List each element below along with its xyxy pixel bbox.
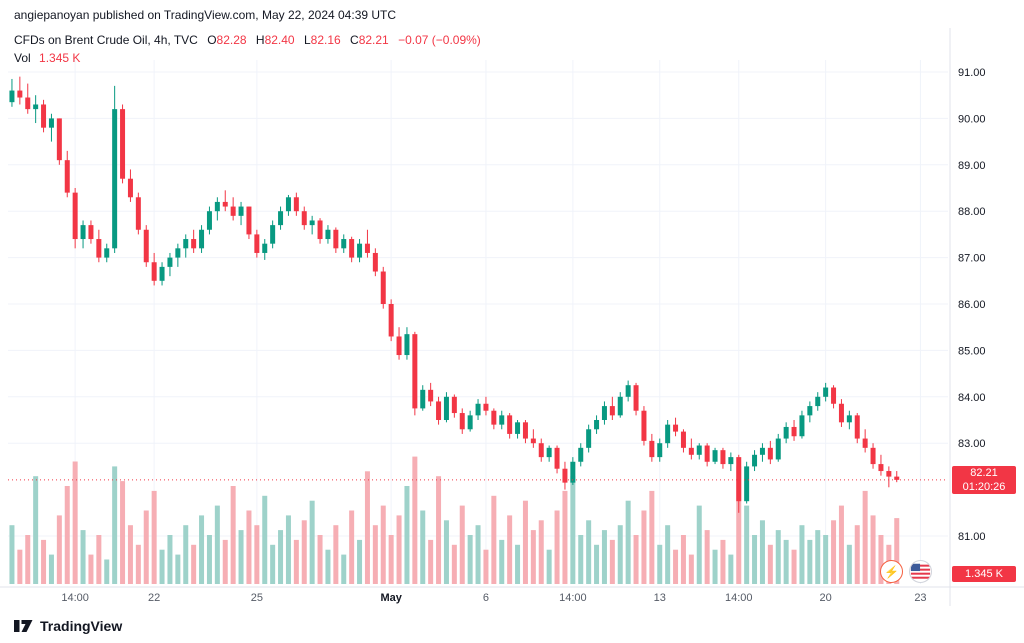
flag-button[interactable] [909,560,932,583]
svg-text:83.00: 83.00 [958,438,986,450]
close-label: C [350,33,359,47]
svg-text:90.00: 90.00 [958,113,986,125]
svg-text:88.00: 88.00 [958,206,986,218]
last-price-value: 82.21 [970,467,998,479]
volume-label: Vol [14,51,31,65]
svg-text:89.00: 89.00 [958,160,986,172]
low-label: L [303,33,311,47]
legend-row-volume: Vol 1.345 K [14,50,481,67]
svg-text:25: 25 [251,592,263,604]
svg-text:13: 13 [654,592,666,604]
high-label: H [255,33,265,47]
svg-text:81.00: 81.00 [958,531,986,543]
lightning-icon: ⚡ [884,564,899,579]
open-label: O [207,33,217,47]
svg-text:14:00: 14:00 [559,592,587,604]
symbol-title[interactable]: CFDs on Brent Crude Oil, 4h, TVC [14,33,198,47]
low-value: 82.16 [310,33,341,47]
last-price-badge[interactable]: 82.21 01:20:26 [952,466,1016,494]
bar-countdown: 01:20:26 [962,481,1006,493]
svg-text:6: 6 [483,592,489,604]
open-value: 82.28 [216,33,247,47]
change-value: −0.07 (−0.09%) [398,33,481,47]
legend-row-symbol: CFDs on Brent Crude Oil, 4h, TVC O82.28 … [14,32,481,49]
svg-text:87.00: 87.00 [958,253,986,265]
us-flag-icon [910,561,931,582]
svg-text:20: 20 [820,592,832,604]
svg-text:23: 23 [914,592,926,604]
volume-badge[interactable]: 1.345 K [952,566,1016,582]
chart-legend: CFDs on Brent Crude Oil, 4h, TVC O82.28 … [14,32,481,67]
svg-text:14:00: 14:00 [61,592,89,604]
footer-brand-text[interactable]: TradingView [40,618,123,634]
chart-action-buttons: ⚡ [880,560,932,583]
svg-text:84.00: 84.00 [958,392,986,404]
svg-text:91.00: 91.00 [958,67,986,79]
footer-bar: TradingView [0,609,1024,643]
tradingview-logo-icon[interactable] [14,618,33,634]
svg-text:22: 22 [148,592,160,604]
volume-value: 1.345 K [39,51,81,65]
svg-text:14:00: 14:00 [725,592,753,604]
boost-button[interactable]: ⚡ [880,560,903,583]
high-value: 82.40 [264,33,295,47]
attribution-text: angiepanoyan published on TradingView.co… [14,8,397,22]
svg-text:86.00: 86.00 [958,299,986,311]
svg-text:85.00: 85.00 [958,345,986,357]
close-value: 82.21 [358,33,389,47]
svg-text:May: May [380,592,402,604]
